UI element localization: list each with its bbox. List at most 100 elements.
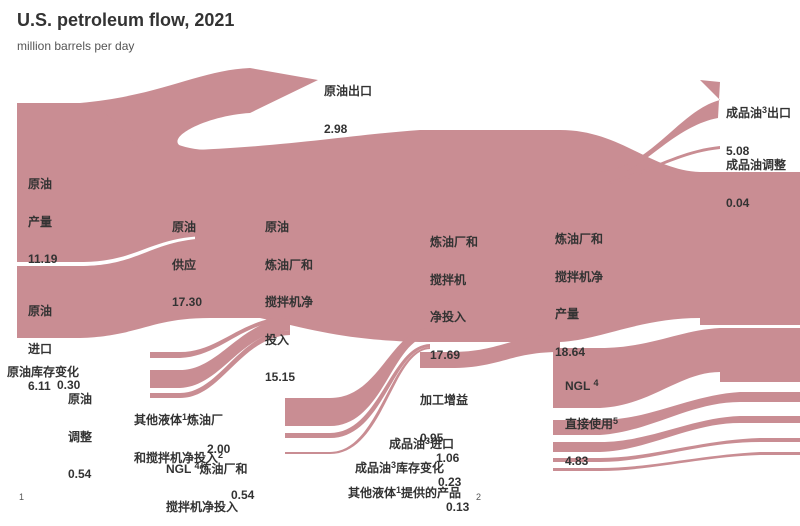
- label-value: 6.11: [28, 379, 51, 393]
- label-line: 投入: [265, 332, 290, 347]
- label-line: 成品油: [355, 461, 392, 475]
- footnote-mark-bottom: 2: [476, 492, 482, 502]
- flow-output-right-2: [720, 372, 800, 382]
- label-line: 搅拌机: [430, 272, 467, 287]
- footnote-sup: 5: [613, 415, 619, 426]
- label-line: 原油: [68, 392, 93, 406]
- node-other-liquids-products: 其他液体1提供的产品: [348, 462, 461, 512]
- label-value: 0.54: [68, 467, 92, 481]
- flow-output-right-1: [700, 318, 800, 325]
- node-crude-stock-change: 原油库存变化: [7, 341, 79, 391]
- node-crude-supply: 原油 供应 17.30: [172, 196, 202, 321]
- label-line: 炼油厂和: [199, 462, 248, 476]
- label-value: 0.95: [420, 430, 444, 445]
- flow-product-small-2: [553, 416, 800, 452]
- page-title: U.S. petroleum flow, 2021: [17, 10, 235, 30]
- label-value: 2.98: [324, 121, 348, 136]
- flow-ngl-input: [150, 330, 290, 398]
- label-line: 成品油: [389, 437, 426, 451]
- node-crude-refinery-input: 原油 炼油厂和 搅拌机净 投入 15.15: [265, 196, 313, 396]
- label-line: 加工增益: [420, 393, 469, 407]
- label-value: 15.15: [265, 370, 296, 384]
- footnote-sup: 3: [425, 436, 431, 446]
- label-line: NGL: [565, 379, 594, 393]
- label-line: 炼油厂和: [265, 257, 314, 272]
- label-value: 0.04: [726, 195, 750, 210]
- label-line: 净投入: [430, 310, 467, 324]
- node-processing-gain: 加工增益 0.95: [420, 369, 468, 457]
- label-line: 进口: [28, 341, 53, 356]
- label-value: 0.54: [231, 488, 255, 502]
- label-value: 18.64: [555, 344, 586, 359]
- node-product-exports: 成品油3出口 5.08: [726, 82, 791, 170]
- label-line: 调整: [68, 429, 93, 444]
- label-value: 2.00: [207, 442, 231, 456]
- footnote-sup: 1: [182, 412, 188, 422]
- flow-ngl-direct-use: [553, 328, 800, 408]
- flow-crude-imports: [17, 238, 210, 338]
- node-crude-production: 原油 产量 11.19: [28, 153, 57, 278]
- flow-other-liquids-input: [150, 318, 290, 388]
- footnote-sup: 1: [396, 485, 402, 495]
- node-ngl-direct-use: NGL 4 直接使用5 4.83: [565, 355, 618, 480]
- label-line: 原油: [265, 220, 290, 234]
- node-refinery-net-production: 炼油厂和 搅拌机净 产量 18.64: [555, 208, 603, 371]
- sankey-diagram: [17, 68, 800, 471]
- node-ngl-input-value: 0.54: [231, 464, 254, 514]
- label-line: 产量: [555, 307, 580, 321]
- flow-processing-gain: [420, 334, 560, 368]
- label-value: 0.13: [446, 500, 470, 514]
- node-product-imports: 成品油3进口: [389, 413, 454, 463]
- label-line: 原油: [28, 177, 53, 191]
- node-product-adjustment: 成品油调整 0.04: [726, 134, 786, 222]
- label-value: 17.30: [172, 295, 203, 309]
- node-crude-stock-change-value: 0.30: [57, 354, 80, 404]
- footnote-sup: 4: [593, 378, 599, 388]
- label-line: 成品油: [726, 106, 763, 120]
- flow-product-small-4: [553, 452, 800, 471]
- label-line: 原油: [28, 304, 53, 318]
- flow-product-small-1: [553, 392, 800, 435]
- flow-product-adjustment: [608, 146, 720, 184]
- label-line: 炼油厂和: [430, 235, 479, 249]
- node-crude-exports: 原油出口 2.98: [324, 60, 372, 148]
- footnote-sup: 3: [391, 460, 397, 470]
- node-product-stock-change-value: 0.23: [438, 451, 461, 501]
- label-value: 5.08: [726, 143, 750, 158]
- label-value: 4.83: [565, 454, 589, 468]
- label-line: NGL: [166, 462, 195, 476]
- label-line: 搅拌机净: [265, 295, 314, 309]
- label-line: 原油: [172, 220, 197, 234]
- node-crude-imports: 原油 进口 6.11: [28, 280, 52, 405]
- label-line: 进口: [430, 437, 455, 451]
- label-line: 成品油调整: [726, 158, 787, 172]
- flow-crude-stock-change: [150, 316, 290, 358]
- label-line: 提供的产品: [401, 486, 462, 500]
- node-product-imports-value: 1.06: [436, 427, 459, 477]
- flow-refinery-inputs-lower: [285, 328, 430, 426]
- label-line: 出口: [767, 106, 792, 120]
- footnote-sup: 4: [194, 461, 200, 471]
- node-refinery-net-input: 炼油厂和 搅拌机 净投入 17.69: [430, 211, 478, 374]
- node-other-liquids-products-value: 0.13: [446, 476, 469, 526]
- label-line: 其他液体: [348, 486, 397, 500]
- flow-crude-exports: [80, 68, 318, 150]
- footnote-sup: 3: [762, 105, 768, 115]
- label-value: 1.06: [436, 451, 460, 465]
- flow-crude-supply-trunk: [195, 130, 800, 342]
- label-value: 11.19: [28, 252, 58, 266]
- label-line: 其他液体: [134, 413, 183, 427]
- node-other-liquids-input: 其他液体1炼油厂 和搅拌机净投入2: [134, 389, 223, 477]
- footnote-sup: 2: [218, 449, 224, 460]
- node-crude-adjustment: 原油 调整 0.54: [68, 368, 92, 493]
- label-line: 原油库存变化: [7, 365, 80, 379]
- label-line: 和搅拌机净投入: [134, 450, 219, 465]
- page-subtitle: million barrels per day: [17, 39, 135, 53]
- label-line: 炼油厂: [187, 413, 224, 427]
- label-value: 0.23: [438, 475, 462, 489]
- flow-product-small-3: [553, 438, 800, 462]
- label-line: 供应: [172, 257, 197, 272]
- label-line: 原油出口: [324, 84, 373, 98]
- label-line: 直接使用: [565, 416, 614, 431]
- label-value: 17.69: [430, 347, 461, 362]
